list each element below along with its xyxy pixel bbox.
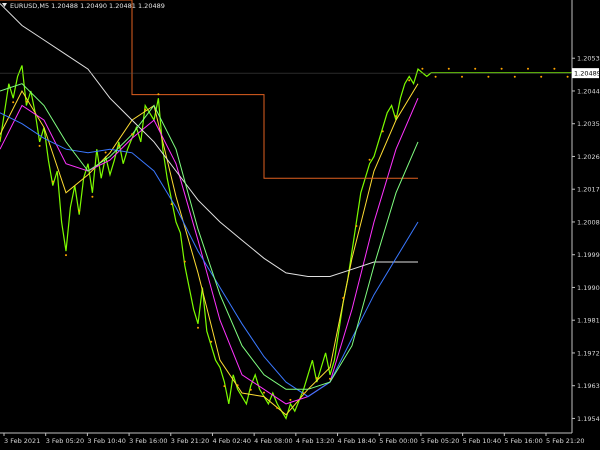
signal-dot <box>540 75 543 78</box>
x-tick-label: 3 Feb 10:40 <box>87 437 126 445</box>
signal-dot <box>0 136 1 139</box>
y-tick-label: 1.20530 <box>577 55 600 63</box>
signal-dot <box>500 67 503 70</box>
y-tick-label: 1.20440 <box>577 87 600 95</box>
signal-dot <box>144 108 147 111</box>
x-tick-label: 3 Feb 16:00 <box>129 437 168 445</box>
signal-dot <box>329 377 331 380</box>
x-tick-label: 4 Feb 08:00 <box>254 437 293 445</box>
signal-dot <box>131 133 133 136</box>
signal-dot <box>553 67 556 70</box>
y-tick-label: 1.20080 <box>577 218 600 226</box>
signal-dot <box>513 75 516 78</box>
x-tick-label: 4 Feb 02:40 <box>212 437 251 445</box>
signal-dot <box>447 67 450 70</box>
y-tick-label: 1.19630 <box>577 382 600 390</box>
signal-dot <box>170 203 173 206</box>
signal-dot <box>263 391 265 394</box>
signal-dot <box>395 115 397 118</box>
x-tick-label: 4 Feb 18:40 <box>338 437 377 445</box>
signal-dot <box>51 180 54 183</box>
y-tick-label: 1.19720 <box>577 349 600 357</box>
series-line-2 <box>0 98 419 405</box>
signal-dot <box>276 406 279 409</box>
x-tick-label: 5 Feb 05:20 <box>421 437 460 445</box>
signal-dot <box>434 75 437 78</box>
signal-dot <box>25 100 28 103</box>
x-tick-label: 3 Feb 2021 <box>4 437 40 445</box>
signal-dot <box>197 326 199 329</box>
signal-dot <box>78 209 81 212</box>
series-line-3 <box>0 3 418 277</box>
signal-dot <box>302 392 305 395</box>
y-tick-label: 1.20350 <box>577 120 600 128</box>
signal-dot <box>315 377 318 380</box>
x-tick-label: 5 Feb 10:40 <box>463 437 502 445</box>
current-price-tag <box>572 68 599 79</box>
signal-dot <box>368 158 371 161</box>
signal-dot <box>461 75 463 78</box>
x-tick-label: 4 Feb 13:20 <box>296 437 335 445</box>
x-tick-label: 3 Feb 05:20 <box>46 437 85 445</box>
y-tick-label: 1.19900 <box>577 284 600 292</box>
signal-dot <box>183 260 186 263</box>
signal-dot <box>157 93 160 96</box>
triangle-down-icon[interactable] <box>2 3 7 7</box>
y-tick-label: 1.20260 <box>577 153 600 161</box>
signal-dot <box>223 385 226 388</box>
signal-dot <box>381 130 384 133</box>
signal-dot <box>421 67 424 70</box>
signal-dot <box>355 225 358 227</box>
signal-dot <box>236 384 239 387</box>
symbol-info-text: EURUSD,M5 1.20488 1.20490 1.20481 1.2048… <box>10 2 165 10</box>
y-tick-label: 1.19810 <box>577 317 600 325</box>
series-line-5 <box>0 112 419 398</box>
signal-dot <box>527 67 529 70</box>
signal-dot <box>104 151 107 154</box>
signal-dot <box>91 195 94 198</box>
signal-dot <box>117 144 120 147</box>
series-line-6 <box>0 83 419 390</box>
x-tick-label: 5 Feb 21:20 <box>546 437 585 445</box>
y-tick-label: 1.19990 <box>577 251 600 259</box>
signal-dot <box>474 67 477 70</box>
y-tick-label: 1.20170 <box>577 186 600 194</box>
signal-dot <box>38 144 41 147</box>
signal-dot <box>487 75 490 78</box>
signal-dot <box>289 398 292 401</box>
signal-dot <box>408 79 411 82</box>
series-line-0 <box>0 65 572 420</box>
signal-dot <box>249 388 252 391</box>
series-line-1 <box>0 83 419 416</box>
current-price-label: 1.20489 <box>574 70 600 78</box>
signal-dot <box>566 75 569 78</box>
x-tick-label: 5 Feb 16:00 <box>504 437 543 445</box>
x-tick-label: 3 Feb 21:20 <box>171 437 210 445</box>
signal-dot <box>342 297 345 299</box>
x-tick-label: 5 Feb 00:00 <box>379 437 418 445</box>
series-line-4 <box>0 0 418 179</box>
y-tick-label: 1.19540 <box>577 415 600 423</box>
signal-dot <box>65 254 67 257</box>
signal-dot <box>210 340 213 343</box>
signal-dot <box>12 101 15 104</box>
